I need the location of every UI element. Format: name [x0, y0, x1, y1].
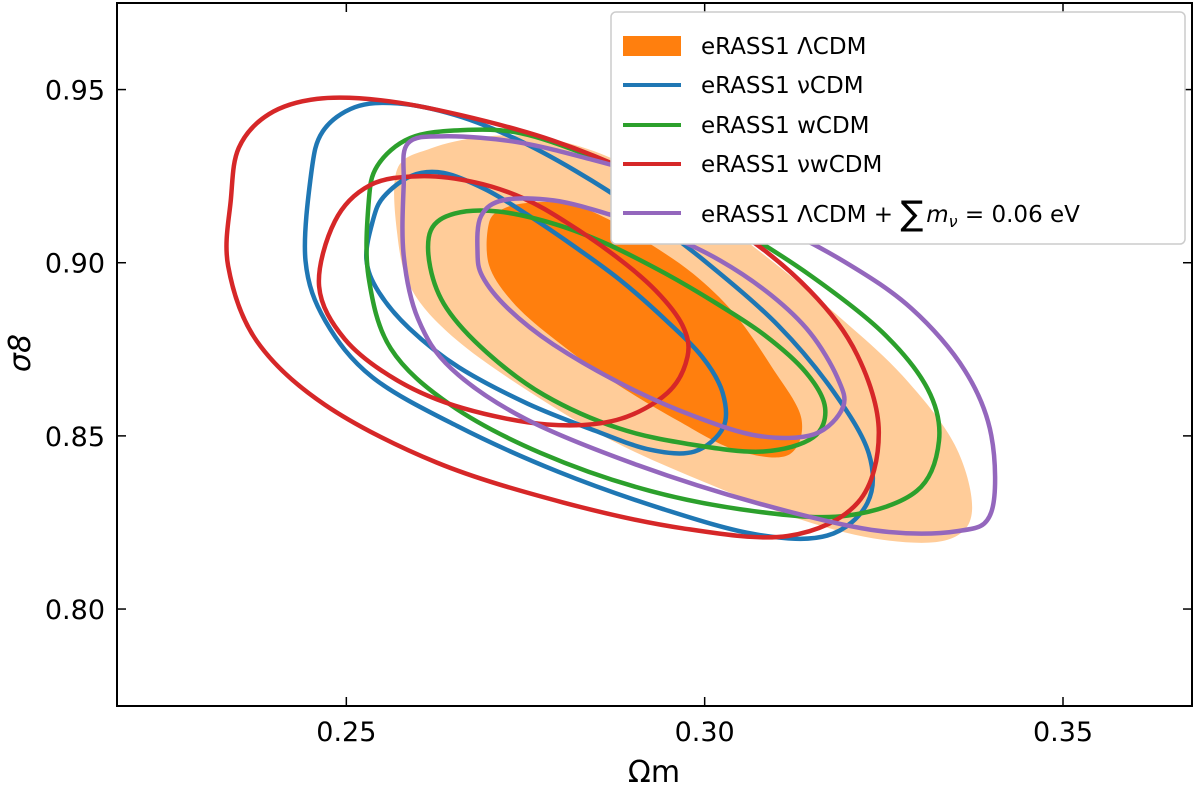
series-3-contour-2sigma — [224, 95, 882, 540]
contour-layer — [224, 95, 998, 543]
series-4-contours — [400, 134, 998, 536]
x-tick-label-2: 0.35 — [1033, 717, 1093, 748]
legend-label-lcdm: eRASS1 ΛCDM — [701, 34, 866, 60]
legend: eRASS1 ΛCDM eRASS1 νCDM eRASS1 wCDM eRAS… — [610, 11, 1186, 245]
legend-label-lcdm-mnu-prefix: eRASS1 ΛCDM + — [701, 202, 900, 228]
legend-m-symbol: m — [926, 202, 948, 228]
svg-text:eRASS1 ΛCDM + ∑mν = 0.06 eV: eRASS1 ΛCDM + ∑ mν = 0.06 eV — [701, 194, 1080, 234]
legend-sum-symbol: ∑ — [900, 194, 923, 234]
plot-frame — [116, 2, 1193, 707]
x-tick-label-0: 0.25 — [316, 717, 376, 748]
legend-label-wcdm: eRASS1 wCDM — [701, 113, 870, 139]
x-tick-label-1: 0.30 — [675, 717, 735, 748]
legend-label-lcdm-mnu: eRASS1 ΛCDM + ∑ mν = 0.06 eV — [701, 194, 1080, 234]
y-axis-label: σ8 — [3, 334, 38, 372]
y-tick-label-1: 0.85 — [45, 422, 105, 453]
series-4-contour-2sigma — [400, 134, 998, 536]
series-2-contour-1sigma — [425, 208, 828, 454]
series-3-contours — [224, 95, 882, 540]
y-tick-label-2: 0.90 — [45, 249, 105, 280]
y-tick-label-0: 0.80 — [45, 595, 105, 626]
legend-equation-value: = 0.06 eV — [958, 202, 1081, 228]
legend-label-nuwcdm: eRASS1 νwCDM — [701, 152, 882, 178]
y-tick-label-3: 0.95 — [45, 76, 105, 107]
series-2-contours — [364, 127, 942, 520]
x-axis-label: Ωm — [628, 755, 680, 790]
series-4-contour-1sigma — [475, 196, 847, 441]
legend-nu-subscript: ν — [949, 212, 958, 231]
series-3-contour-1sigma — [316, 173, 691, 428]
series-2-contour-2sigma — [364, 127, 942, 520]
axis-ticks: 0.25 0.30 0.35 0.80 0.85 0.90 0.95 — [45, 3, 1192, 748]
legend-frame — [610, 11, 1186, 245]
legend-swatch-lcdm — [623, 36, 681, 56]
legend-label-nucdm: eRASS1 νCDM — [701, 73, 864, 99]
